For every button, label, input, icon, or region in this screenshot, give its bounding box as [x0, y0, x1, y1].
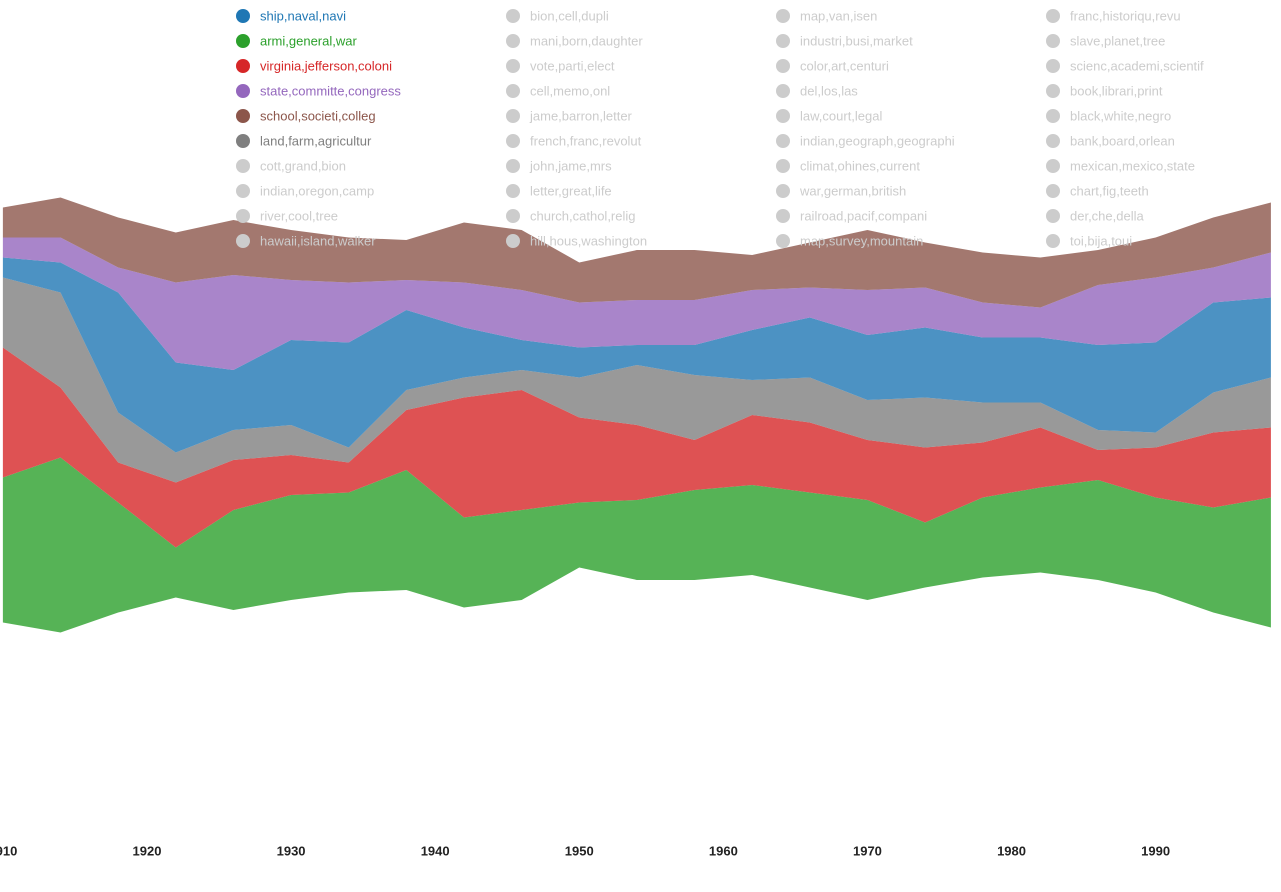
legend-label[interactable]: river,cool,tree	[260, 208, 338, 223]
legend-label[interactable]: franc,historiqu,revu	[1070, 8, 1181, 23]
legend-marker[interactable]	[1046, 109, 1060, 123]
legend-marker[interactable]	[776, 134, 790, 148]
legend-marker[interactable]	[1046, 59, 1060, 73]
legend-label[interactable]: indian,geograph,geographi	[800, 133, 955, 148]
legend-marker[interactable]	[506, 159, 520, 173]
legend-marker[interactable]	[236, 234, 250, 248]
legend-marker[interactable]	[236, 184, 250, 198]
legend-label[interactable]: french,franc,revolut	[530, 133, 642, 148]
legend-label[interactable]: law,court,legal	[800, 108, 882, 123]
legend-marker[interactable]	[1046, 184, 1060, 198]
legend-label[interactable]: der,che,della	[1070, 208, 1144, 223]
legend-label[interactable]: indian,oregon,camp	[260, 183, 374, 198]
x-tick-label: 1950	[565, 843, 594, 858]
stream-layer	[2, 257, 1271, 453]
x-tick-label: 1970	[853, 843, 882, 858]
legend-marker[interactable]	[776, 34, 790, 48]
legend-label[interactable]: letter,great,life	[530, 183, 612, 198]
legend-label[interactable]: school,societi,colleg	[260, 108, 376, 123]
legend-label[interactable]: del,los,las	[800, 83, 858, 98]
legend-marker[interactable]	[1046, 9, 1060, 23]
legend-marker[interactable]	[1046, 34, 1060, 48]
legend-marker[interactable]	[1046, 84, 1060, 98]
stream-layer	[2, 237, 1271, 370]
legend-label[interactable]: hawaii,island,walker	[260, 233, 376, 248]
legend-marker[interactable]	[506, 84, 520, 98]
legend-marker[interactable]	[1046, 209, 1060, 223]
legend-marker[interactable]	[1046, 159, 1060, 173]
legend-label[interactable]: map,van,isen	[800, 8, 877, 23]
legend-label[interactable]: ship,naval,navi	[260, 8, 346, 23]
legend-label[interactable]: vote,parti,elect	[530, 58, 615, 73]
legend-marker[interactable]	[236, 9, 250, 23]
x-tick-label: 1910	[0, 843, 17, 858]
legend-marker[interactable]	[236, 84, 250, 98]
legend-marker[interactable]	[236, 109, 250, 123]
legend-marker[interactable]	[236, 209, 250, 223]
legend-marker[interactable]	[506, 109, 520, 123]
legend-label[interactable]: hill,hous,washington	[530, 233, 647, 248]
legend-label[interactable]: bank,board,orlean	[1070, 133, 1175, 148]
legend-label[interactable]: book,librari,print	[1070, 83, 1163, 98]
legend-label[interactable]: climat,ohines,current	[800, 158, 920, 173]
legend-label[interactable]: war,german,british	[799, 183, 906, 198]
legend-marker[interactable]	[776, 209, 790, 223]
legend-marker[interactable]	[776, 84, 790, 98]
legend-label[interactable]: john,jame,mrs	[529, 158, 612, 173]
legend-marker[interactable]	[506, 209, 520, 223]
legend-marker[interactable]	[506, 134, 520, 148]
legend-marker[interactable]	[506, 34, 520, 48]
legend-marker[interactable]	[776, 159, 790, 173]
x-tick-label: 1960	[709, 843, 738, 858]
stream-layer	[2, 347, 1271, 548]
legend-marker[interactable]	[236, 159, 250, 173]
legend-marker[interactable]	[1046, 234, 1060, 248]
legend-label[interactable]: color,art,centuri	[800, 58, 889, 73]
legend-marker[interactable]	[1046, 134, 1060, 148]
legend-marker[interactable]	[776, 184, 790, 198]
legend-label[interactable]: slave,planet,tree	[1070, 33, 1165, 48]
legend-label[interactable]: toi,bija,toui	[1070, 233, 1132, 248]
legend-marker[interactable]	[776, 9, 790, 23]
legend-marker[interactable]	[506, 184, 520, 198]
legend-label[interactable]: chart,fig,teeth	[1070, 183, 1149, 198]
x-tick-label: 1980	[997, 843, 1026, 858]
legend-label[interactable]: cott,grand,bion	[260, 158, 346, 173]
legend-label[interactable]: bion,cell,dupli	[530, 8, 609, 23]
legend-marker[interactable]	[776, 109, 790, 123]
legend-label[interactable]: state,committe,congress	[260, 83, 401, 98]
legend-label[interactable]: land,farm,agricultur	[260, 133, 372, 148]
legend-label[interactable]: virginia,jefferson,coloni	[260, 58, 392, 73]
legend-label[interactable]: scienc,academi,scientif	[1070, 58, 1204, 73]
legend-label[interactable]: map,survey,mountain	[800, 233, 923, 248]
legend-label[interactable]: church,cathol,relig	[530, 208, 636, 223]
legend-marker[interactable]	[236, 134, 250, 148]
x-tick-label: 1930	[277, 843, 306, 858]
x-tick-label: 1940	[421, 843, 450, 858]
stream-layer	[2, 197, 1271, 308]
legend-label[interactable]: cell,memo,onl	[530, 83, 610, 98]
legend-marker[interactable]	[506, 234, 520, 248]
legend-marker[interactable]	[506, 59, 520, 73]
stream-layer	[2, 277, 1271, 483]
legend-label[interactable]: railroad,pacif,compani	[800, 208, 927, 223]
legend-label[interactable]: black,white,negro	[1070, 108, 1171, 123]
legend-marker[interactable]	[236, 34, 250, 48]
legend-label[interactable]: industri,busi,market	[800, 33, 913, 48]
x-tick-label: 1990	[1141, 843, 1170, 858]
stream-layer	[2, 457, 1271, 633]
legend-label[interactable]: mexican,mexico,state	[1070, 158, 1195, 173]
legend-marker[interactable]	[236, 59, 250, 73]
legend-label[interactable]: jame,barron,letter	[529, 108, 633, 123]
legend-label[interactable]: mani,born,daughter	[530, 33, 643, 48]
legend-marker[interactable]	[776, 234, 790, 248]
legend-marker[interactable]	[776, 59, 790, 73]
x-tick-label: 1920	[133, 843, 162, 858]
legend-marker[interactable]	[506, 9, 520, 23]
legend-label[interactable]: armi,general,war	[260, 33, 357, 48]
